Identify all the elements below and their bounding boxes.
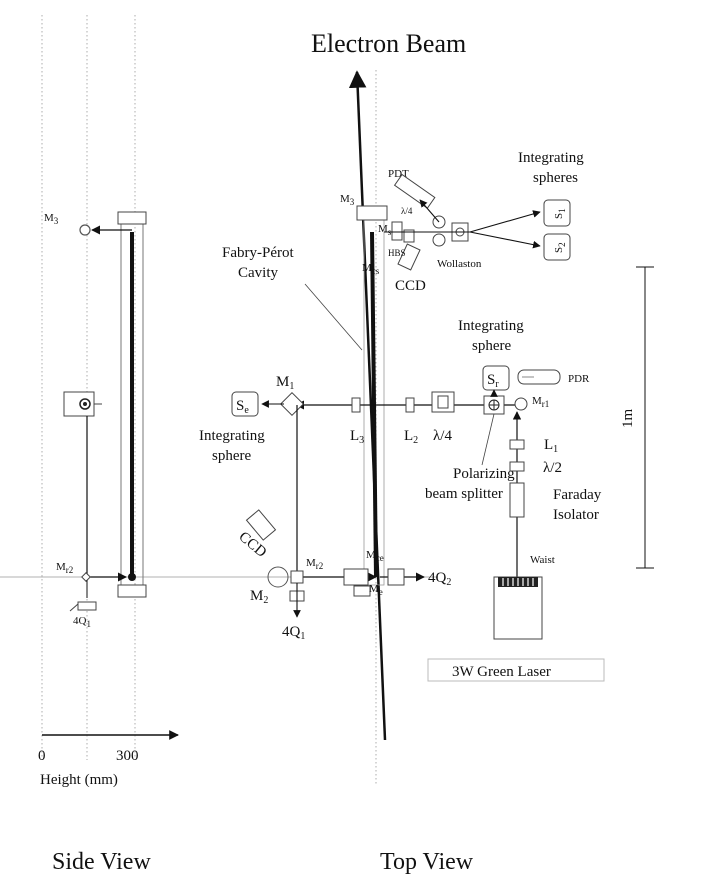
m1-mirror-icon bbox=[279, 391, 305, 417]
fabry-perot-label-1: Fabry-Pérot bbox=[222, 245, 294, 261]
side-view-title: Side View bbox=[52, 849, 151, 875]
side-camera-icon bbox=[63, 391, 95, 417]
me-mount-icon bbox=[353, 585, 371, 597]
axis-tick-0: 0 bbox=[38, 748, 46, 764]
top-view: M3 Ms PDT λ/4 HBS CCD Wollaston S1 S2 In… bbox=[199, 70, 654, 741]
fabry-perot-pointer bbox=[304, 283, 363, 351]
laser-label-box bbox=[427, 658, 605, 682]
side-mr2-label: Mr2 bbox=[56, 561, 73, 575]
l3-label: L3 bbox=[350, 428, 364, 446]
m2-label: M2 bbox=[250, 588, 268, 606]
integrating-spheres-label-2: spheres bbox=[533, 170, 578, 186]
axis-label: Height (mm) bbox=[40, 772, 118, 788]
polarizing-bs-pointer bbox=[481, 413, 495, 466]
electron-beam-line bbox=[348, 70, 387, 741]
side-cavity-bottom-flange bbox=[117, 584, 147, 598]
laser-label: 3W Green Laser bbox=[452, 664, 551, 680]
lambda4-label: λ/4 bbox=[433, 428, 452, 444]
m1-label: M1 bbox=[276, 374, 294, 392]
polarizing-bs-label-2: beam splitter bbox=[425, 486, 503, 502]
pdt-detector-icon bbox=[393, 173, 436, 209]
sphere-s1-icon bbox=[543, 199, 571, 227]
mr2-top-mirror-icon bbox=[290, 570, 304, 584]
lambda4-plate-icon bbox=[431, 391, 455, 413]
cavity-bottom-left-flange bbox=[343, 568, 369, 586]
side-4q1-detector-icon bbox=[77, 601, 97, 611]
faraday-label-1: Faraday bbox=[553, 487, 602, 503]
fabry-perot-label-2: Cavity bbox=[238, 265, 278, 281]
side-4q1-label: 4Q1 bbox=[73, 615, 91, 629]
cavity-bottom-right-flange bbox=[387, 568, 405, 586]
wollaston-beam-lower bbox=[469, 231, 541, 249]
hbs-label: HBS bbox=[388, 248, 406, 258]
cavity-top-flange bbox=[356, 205, 388, 221]
side-m3-label: M3 bbox=[44, 212, 59, 226]
faraday-isolator-icon bbox=[509, 482, 525, 518]
lambda4-small-label: λ/4 bbox=[401, 206, 413, 216]
l1-lens-icon bbox=[509, 439, 525, 450]
polarizing-bs-label-1: Polarizing bbox=[453, 466, 515, 482]
scale-label: 1m bbox=[620, 409, 636, 429]
se-label: Se bbox=[236, 398, 249, 416]
side-mr2-mirror-icon bbox=[81, 572, 91, 582]
wollaston-beam-upper bbox=[469, 210, 541, 233]
m3-top-label: M3 bbox=[340, 193, 355, 207]
l3-lens-icon bbox=[351, 397, 361, 413]
m2-mount-icon bbox=[267, 566, 289, 588]
lambda2-plate-icon bbox=[509, 461, 525, 472]
wollaston-label: Wollaston bbox=[437, 258, 482, 270]
ccd-top-label: CCD bbox=[395, 278, 426, 294]
electron-beam-title: Electron Beam bbox=[311, 29, 466, 58]
l2-label: L2 bbox=[404, 428, 418, 446]
q41-top-label: 4Q1 bbox=[282, 624, 305, 642]
q42-label: 4Q2 bbox=[428, 570, 451, 588]
integrating-spheres-label-1: Integrating bbox=[518, 150, 584, 166]
mr1-label: Mr1 bbox=[532, 395, 549, 409]
pdr-label: PDR bbox=[568, 373, 590, 385]
integrating-sphere-top-2: sphere bbox=[472, 338, 511, 354]
ccd-bottom-camera-icon bbox=[245, 509, 277, 541]
me-label: Me bbox=[369, 583, 383, 597]
l1-label: L1 bbox=[544, 437, 558, 455]
waist-label: Waist bbox=[530, 554, 555, 566]
mcs-label: Mcs bbox=[362, 262, 380, 276]
axis-tick-300: 300 bbox=[116, 748, 139, 764]
mce-label: Mce bbox=[366, 549, 384, 563]
pdr-detector-icon bbox=[517, 369, 561, 385]
hbs-optic-icon bbox=[391, 221, 403, 241]
mr2-top-label: Mr2 bbox=[306, 557, 323, 571]
sphere-s2-icon bbox=[543, 233, 571, 261]
side-cavity-waist-dot bbox=[128, 573, 136, 581]
side-view: M3 Mr2 4Q1 0 300 Height (mm) bbox=[0, 211, 438, 788]
top-view-title: Top View bbox=[380, 849, 474, 875]
ccd-top-camera-icon bbox=[397, 243, 421, 271]
integrating-sphere-left-1: Integrating bbox=[199, 428, 265, 444]
beam-splitter-bottom-icon bbox=[432, 233, 446, 247]
mr1-mirror-icon bbox=[514, 397, 528, 411]
faraday-label-2: Isolator bbox=[553, 507, 599, 523]
l2-lens-icon bbox=[405, 397, 415, 413]
sphere-se-icon bbox=[231, 391, 259, 417]
sr-label: Sr bbox=[487, 372, 499, 390]
integrating-sphere-top-1: Integrating bbox=[458, 318, 524, 334]
s1-label: S1 bbox=[553, 208, 567, 219]
side-cavity-top-flange bbox=[117, 211, 147, 225]
s2-label: S2 bbox=[553, 242, 567, 253]
laser-body bbox=[493, 576, 543, 640]
integrating-sphere-left-2: sphere bbox=[212, 448, 251, 464]
ms-label: Ms bbox=[378, 223, 392, 237]
lambda2-label: λ/2 bbox=[543, 460, 562, 476]
side-m3-mirror-icon bbox=[79, 224, 91, 236]
